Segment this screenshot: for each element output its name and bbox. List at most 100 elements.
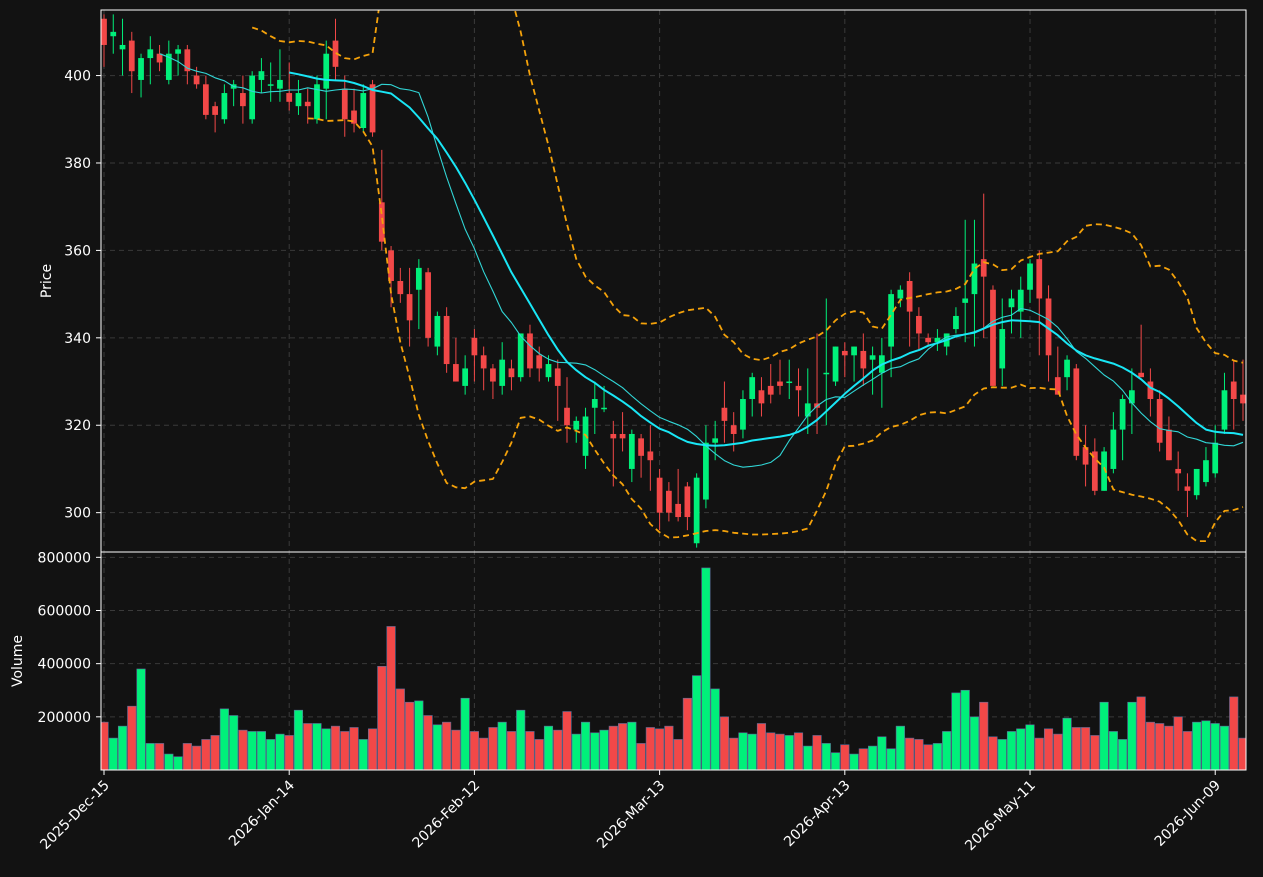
candle-body: [240, 93, 246, 107]
volume-bar: [1155, 723, 1165, 770]
candle-body: [175, 49, 181, 54]
volume-bar: [210, 735, 220, 770]
candle-body: [823, 372, 830, 375]
volume-bar: [219, 708, 229, 770]
candle-body: [610, 433, 617, 439]
candle-body: [536, 355, 543, 369]
volume-bar: [1025, 724, 1035, 770]
candle-body: [897, 289, 904, 299]
volume-bar: [173, 756, 183, 770]
price-tick-label: 360: [64, 243, 91, 259]
volume-bar: [117, 725, 128, 770]
volume-bar: [266, 739, 276, 770]
candle-body: [351, 110, 357, 124]
candle-body: [193, 75, 200, 85]
volume-panel-frame: [100, 551, 1247, 771]
sma-slow-line: [289, 71, 1244, 447]
candle-body: [1203, 460, 1209, 483]
volume-bar: [766, 732, 776, 770]
volume-bar: [1210, 723, 1220, 770]
candle-body: [1045, 298, 1052, 356]
volume-bar: [942, 731, 952, 770]
volume-bar: [275, 733, 285, 770]
volume-bar: [932, 743, 942, 770]
volume-bar: [516, 709, 526, 770]
volume-bar: [451, 729, 461, 770]
candle-body: [832, 346, 839, 382]
candle-body: [156, 53, 163, 63]
candle-body: [684, 486, 691, 518]
price-tick-label: 400: [64, 69, 91, 85]
volume-bar: [756, 723, 767, 770]
candle-body: [1156, 399, 1163, 443]
candle-body: [665, 490, 672, 513]
candle-body: [656, 477, 663, 513]
candle-body: [258, 71, 265, 80]
volume-bar: [386, 626, 396, 770]
candle-body: [249, 75, 256, 120]
volume-bar: [812, 735, 822, 770]
volume-bar: [330, 725, 341, 770]
volume-bar: [988, 736, 998, 770]
volume-bar: [340, 731, 350, 770]
volume-bar: [201, 739, 211, 770]
volume-bar: [664, 725, 674, 770]
volume-bar: [868, 745, 878, 770]
candle-body: [703, 442, 709, 500]
candle-body: [980, 259, 987, 277]
candle-body: [119, 44, 126, 50]
date-tick-label: 2026-Apr-13: [781, 778, 854, 851]
candle-body: [841, 350, 848, 356]
volume-bar: [840, 744, 850, 770]
candle-body: [1119, 399, 1126, 430]
candle-body: [527, 333, 533, 369]
candle-body: [304, 101, 311, 107]
candle-body: [1008, 298, 1015, 308]
volume-bar: [349, 727, 359, 770]
candle-body: [212, 106, 218, 115]
volume-bar: [367, 728, 378, 770]
volume-bar: [1145, 721, 1155, 770]
candle-body: [1027, 263, 1033, 290]
candle-body: [619, 433, 626, 439]
candle-body: [128, 40, 135, 72]
candle-body: [1221, 390, 1228, 430]
volume-bar: [1006, 731, 1017, 770]
candle-body: [1064, 359, 1070, 378]
candle-body: [990, 289, 996, 386]
candle-body: [1101, 451, 1107, 491]
volume-bar: [969, 716, 980, 770]
price-tick-label: 380: [64, 156, 91, 172]
volume-bar: [1136, 696, 1146, 770]
volume-bar: [914, 739, 924, 770]
volume-bar: [1099, 701, 1109, 770]
volume-bar: [849, 753, 859, 770]
candle-body: [443, 315, 450, 365]
candle-body: [554, 368, 561, 386]
volume-bar: [247, 731, 257, 770]
candle-body: [869, 355, 876, 360]
volume-bar: [710, 688, 720, 770]
volume-bar: [803, 745, 813, 770]
volume-bar: [1034, 737, 1044, 770]
volume-bar: [830, 752, 841, 770]
volume-bar: [312, 723, 322, 770]
volume-bar: [414, 700, 424, 770]
candle-body: [138, 58, 144, 80]
volume-bar: [238, 729, 248, 770]
date-tick-label: 2025-Dec-15: [37, 778, 112, 853]
candle-body: [1082, 447, 1089, 465]
candle-body: [462, 368, 469, 386]
volume-bar: [793, 732, 804, 770]
candle-body: [1166, 429, 1172, 461]
candle-body: [999, 329, 1006, 369]
volume-bar: [960, 689, 970, 770]
volume-bar: [923, 744, 933, 770]
upper-band-line: [251, 10, 1244, 364]
volume-bar: [608, 725, 618, 770]
volume-bar: [1118, 739, 1128, 770]
candle-body: [1036, 259, 1043, 299]
candle-body: [110, 31, 117, 37]
candle-body: [165, 53, 172, 80]
